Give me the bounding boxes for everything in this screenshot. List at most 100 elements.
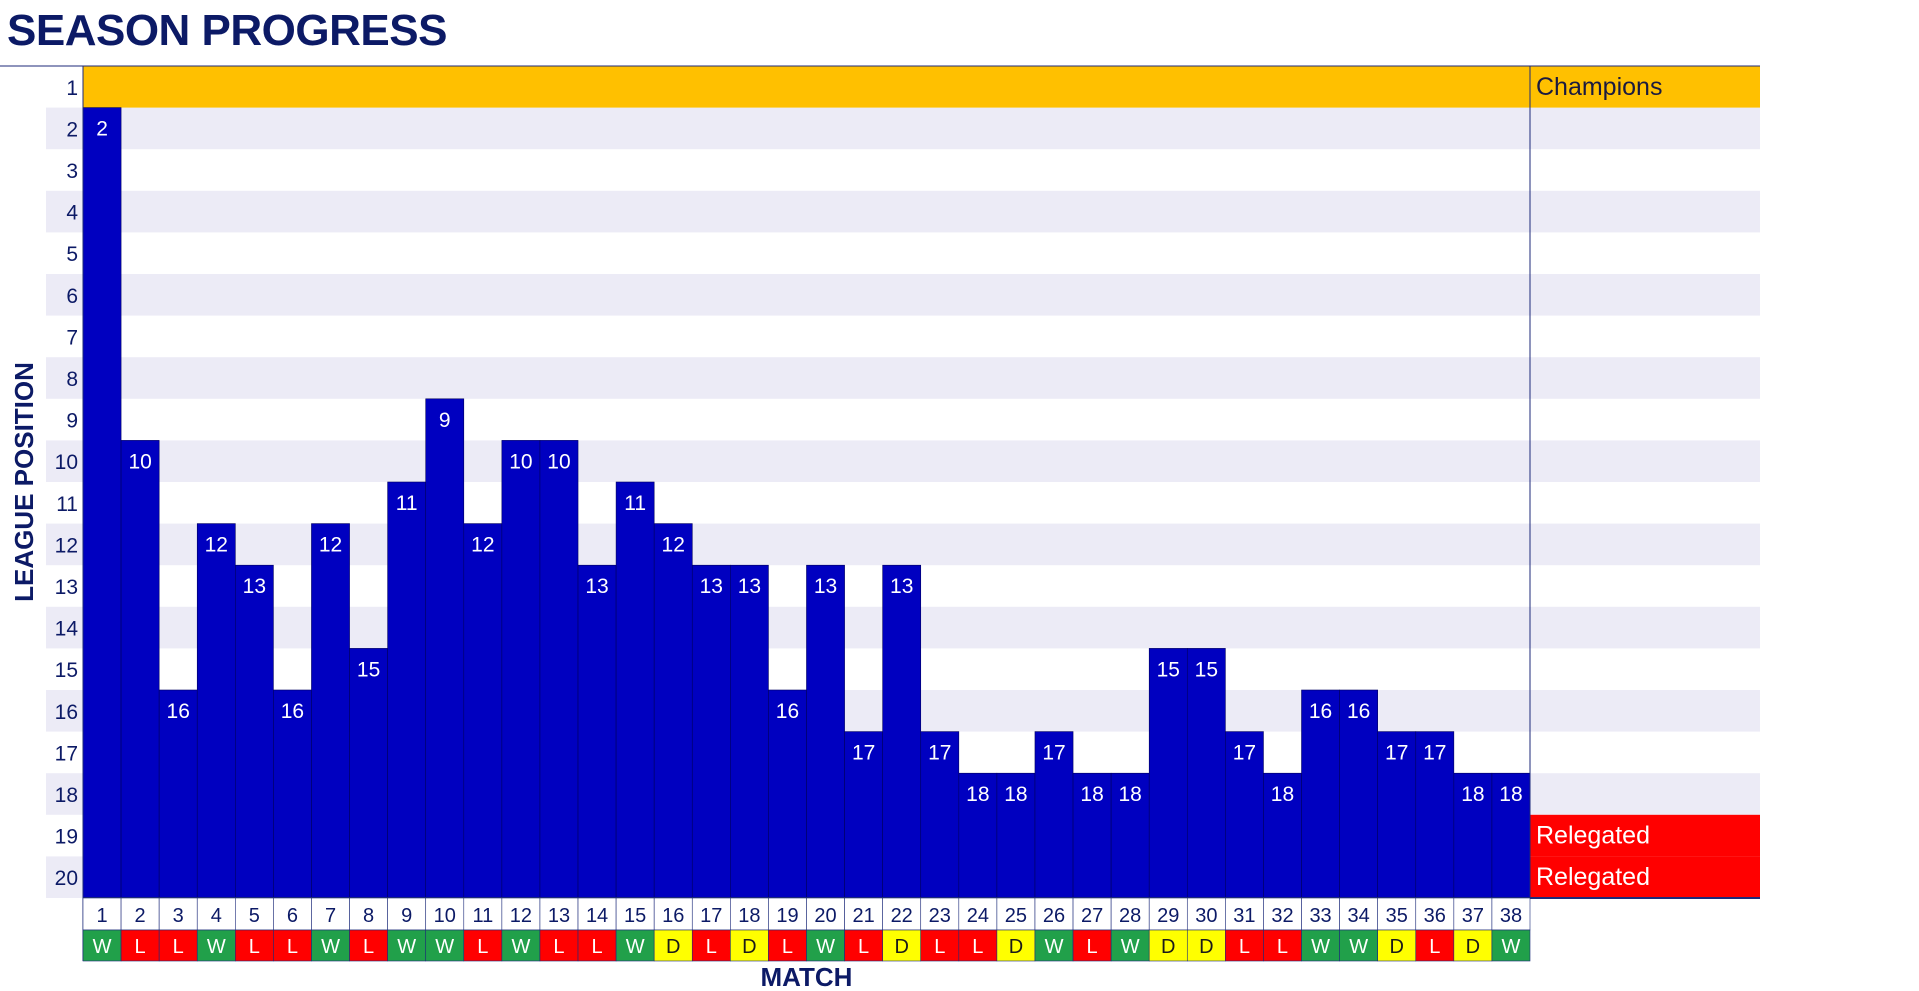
bar xyxy=(1453,772,1493,899)
result-cell xyxy=(425,929,465,962)
bar-data-label: 18 xyxy=(966,783,989,806)
match-number-cell xyxy=(82,897,122,931)
x-tick-label: 17 xyxy=(700,905,722,927)
result-cell xyxy=(196,929,236,962)
match-number-cell xyxy=(273,897,312,931)
x-tick-label: 25 xyxy=(1005,905,1027,927)
y-tick-label: 15 xyxy=(55,659,78,682)
grid-band xyxy=(46,523,1760,566)
result-cell xyxy=(1186,929,1226,962)
x-tick-label: 28 xyxy=(1119,905,1141,927)
x-tick-label: 8 xyxy=(363,905,374,927)
bar xyxy=(768,689,807,899)
x-tick-label: 1 xyxy=(96,905,107,927)
result-label: L xyxy=(1277,936,1288,958)
result-label: L xyxy=(249,936,260,958)
result-label: D xyxy=(1009,936,1023,958)
x-tick-label: 33 xyxy=(1309,905,1331,927)
result-cell xyxy=(958,929,998,962)
y-tick-label: 7 xyxy=(66,326,78,349)
result-label: L xyxy=(1239,936,1250,958)
x-tick-label: 5 xyxy=(249,905,260,927)
result-cell xyxy=(1072,929,1112,962)
result-cell xyxy=(920,929,960,962)
result-label: L xyxy=(934,936,945,958)
x-tick-label: 4 xyxy=(211,905,222,927)
bar xyxy=(882,564,922,899)
y-tick-label: 19 xyxy=(55,826,78,849)
match-number-cell xyxy=(425,897,465,931)
x-tick-label: 19 xyxy=(776,905,798,927)
result-cell xyxy=(349,929,388,962)
bar xyxy=(1072,772,1112,899)
y-tick-label: 8 xyxy=(66,368,78,391)
match-number-cell xyxy=(539,897,579,931)
result-cell xyxy=(844,929,883,962)
result-label: D xyxy=(1466,936,1480,958)
bar xyxy=(1263,772,1302,899)
x-tick-label: 12 xyxy=(510,905,532,927)
result-label: L xyxy=(972,936,983,958)
y-tick-label: 1 xyxy=(66,77,78,100)
x-tick-label: 15 xyxy=(624,905,646,927)
grid-band xyxy=(46,274,1760,316)
y-tick-label: 17 xyxy=(55,742,78,765)
match-number-cell xyxy=(996,897,1036,931)
x-tick-label: 35 xyxy=(1386,905,1408,927)
result-cell xyxy=(311,929,350,962)
result-cell xyxy=(1034,929,1074,962)
x-tick-label: 26 xyxy=(1043,905,1065,927)
zone-band xyxy=(83,66,1760,108)
bar-data-label: 16 xyxy=(167,700,190,723)
result-label: L xyxy=(173,936,184,958)
bar-data-label: 18 xyxy=(1499,783,1522,806)
bar xyxy=(311,523,350,899)
x-tick-label: 13 xyxy=(548,905,570,927)
zone-label: Relegated xyxy=(1536,822,1650,850)
result-cell xyxy=(1377,929,1417,962)
bar-data-label: 13 xyxy=(585,575,608,598)
result-label: W xyxy=(1349,936,1368,958)
result-label: L xyxy=(135,936,146,958)
x-tick-label: 27 xyxy=(1081,905,1103,927)
bar xyxy=(1186,648,1226,899)
match-number-cell xyxy=(958,897,998,931)
result-label: L xyxy=(782,936,793,958)
result-cell xyxy=(1148,929,1188,962)
bar-data-label: 16 xyxy=(281,700,304,723)
result-label: W xyxy=(435,936,454,958)
bar-data-label: 18 xyxy=(1118,783,1141,806)
grid-band xyxy=(46,357,1760,399)
result-label: D xyxy=(894,936,908,958)
x-tick-label: 16 xyxy=(662,905,684,927)
x-tick-label: 37 xyxy=(1462,905,1484,927)
bar xyxy=(501,440,541,899)
result-label: W xyxy=(626,936,645,958)
bar xyxy=(196,523,236,899)
grid-band xyxy=(46,190,1760,233)
x-tick-label: 7 xyxy=(325,905,336,927)
bar xyxy=(1110,772,1150,899)
match-number-cell xyxy=(1339,897,1378,931)
result-label: W xyxy=(1502,936,1521,958)
match-number-cell xyxy=(806,897,845,931)
match-number-cell xyxy=(463,897,503,931)
result-label: W xyxy=(397,936,416,958)
bar-data-label: 13 xyxy=(814,575,837,598)
match-number-cell xyxy=(1415,897,1455,931)
x-tick-label: 32 xyxy=(1271,905,1293,927)
result-label: L xyxy=(287,936,298,958)
result-label: L xyxy=(477,936,488,958)
result-label: W xyxy=(321,936,340,958)
result-label: L xyxy=(1087,936,1098,958)
y-axis-title: LEAGUE POSITION xyxy=(9,362,39,602)
bar-data-label: 9 xyxy=(439,409,451,432)
bar-data-label: 10 xyxy=(547,450,570,473)
bar-data-label: 18 xyxy=(1271,783,1294,806)
result-cell xyxy=(235,929,274,962)
result-cell xyxy=(768,929,807,962)
match-number-cell xyxy=(653,897,693,931)
result-label: L xyxy=(858,936,869,958)
x-tick-label: 3 xyxy=(173,905,184,927)
grid-band xyxy=(46,107,1760,150)
